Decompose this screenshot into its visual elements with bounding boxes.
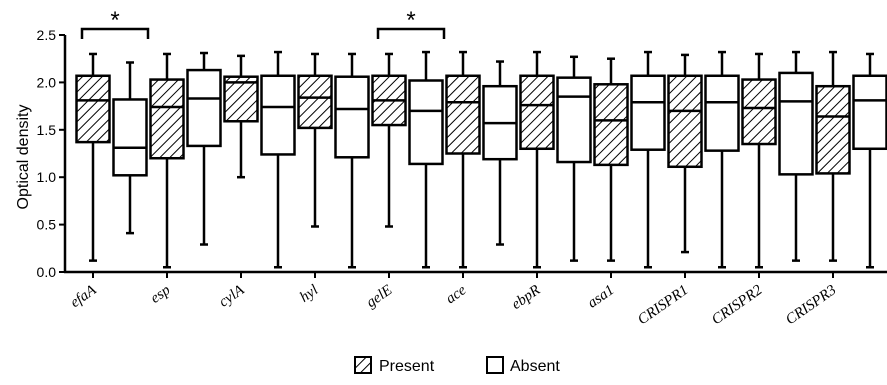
box-iqr [334,75,370,159]
box-iqr [408,79,444,166]
y-tick-label: 2.0 [37,74,57,90]
box-iqr [223,75,259,123]
x-tick-label: gelE [364,282,396,311]
y-tick-label: 1.5 [37,122,57,138]
legend-swatch [354,356,372,374]
box-CRISPR2-present [741,52,777,269]
box-iqr [519,74,555,151]
significance-efaA: * [80,7,150,39]
box-iqr [741,78,777,146]
legend-item-absent: Absent [486,356,560,375]
box-ace-present [445,50,481,269]
box-iqr [630,74,666,151]
x-tick-label: CRISPR1 [635,282,691,328]
box-efaA-present [75,52,111,262]
significance-star: * [406,7,415,34]
x-tick-label: esp [148,282,174,307]
significance-bracket [80,27,150,39]
box-cylA-present [223,54,259,179]
box-CRISPR1-present [667,53,703,254]
box-iqr [445,74,481,155]
box-asa1-absent [630,50,666,269]
box-iqr [815,84,851,175]
box-gelE-absent [408,50,444,269]
x-tick-label: CRISPR2 [709,282,766,328]
box-asa1-present [593,57,629,262]
significance-star: * [110,7,119,34]
box-iqr [297,74,333,130]
box-series [75,50,887,269]
legend: Present Absent [354,356,560,375]
significance-gelE: * [376,7,446,39]
box-iqr [149,78,185,160]
box-iqr [704,74,740,152]
x-tick-label: asa1 [585,282,617,311]
y-tick-label: 1.0 [37,169,57,185]
box-iqr [556,76,592,164]
legend-label: Present [379,358,435,375]
x-tick-label: ace [443,282,470,307]
box-iqr [593,83,629,167]
y-tick-label: 0.5 [37,217,57,233]
box-CRISPR3-present [815,50,851,262]
box-esp-absent [186,51,222,246]
box-cylA-absent [260,50,296,269]
y-axis-label: Optical density [15,105,32,210]
box-iqr [852,74,887,151]
x-tick-label: hyl [297,282,321,306]
box-efaA-absent [112,61,148,235]
box-hyl-absent [334,52,370,269]
box-iqr [260,74,296,156]
box-iqr [75,74,111,144]
box-esp-present [149,52,185,269]
box-ace-absent [482,60,518,246]
y-tick-label: 2.5 [37,27,57,43]
box-CRISPR3-absent [852,52,887,269]
legend-swatch [486,356,504,374]
x-tick-label: efaA [68,282,100,311]
x-tick-label: ebpR [509,282,543,313]
significance-markers: * * [80,7,446,39]
significance-bracket [376,27,446,39]
box-iqr [667,74,703,169]
box-iqr [778,71,814,176]
legend-item-present: Present [354,356,435,375]
legend-label: Absent [510,358,560,375]
box-hyl-present [297,52,333,228]
box-ebpR-absent [556,55,592,262]
box-iqr [112,98,148,177]
box-CRISPR1-absent [704,50,740,269]
x-tick-label: CRISPR3 [783,282,839,328]
box-gelE-present [371,52,407,228]
box-ebpR-present [519,50,555,269]
box-iqr [186,68,222,148]
x-tick-label: cylA [216,282,248,311]
y-tick-label: 0.0 [37,264,57,280]
box-CRISPR2-absent [778,50,814,262]
